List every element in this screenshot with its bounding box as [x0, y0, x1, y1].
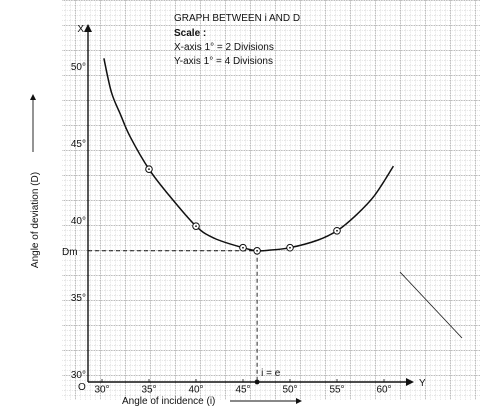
- data-point: [286, 243, 294, 252]
- origin-label: O: [78, 382, 86, 393]
- x-tick-label: 55°: [329, 384, 344, 395]
- data-point-center: [336, 229, 338, 232]
- data-point-center: [148, 168, 150, 171]
- x-axis-title-arrow-head: [296, 398, 302, 404]
- data-point: [333, 226, 341, 235]
- data-point-center: [256, 249, 258, 252]
- y-axis-letter: X: [77, 24, 84, 35]
- x-tick-label: 30°: [94, 384, 109, 395]
- data-point-center: [195, 225, 197, 228]
- graph-paper: [62, 0, 480, 400]
- minimum-foot-dot: [254, 379, 260, 385]
- minimum-guides: Dm i = e: [62, 247, 281, 385]
- y-tick-label: 35°: [71, 293, 86, 304]
- edge-mark: [399, 271, 463, 339]
- x-axis-arrow: [406, 378, 414, 386]
- y-axis-title: Angle of deviation (D): [30, 172, 41, 268]
- y-axis-arrow: [84, 24, 92, 32]
- axes: [84, 24, 414, 386]
- data-point: [253, 247, 261, 255]
- y-tick-label: 50°: [71, 62, 86, 73]
- scale-heading: Scale :: [174, 28, 206, 39]
- title-block: GRAPH BETWEEN i AND D Scale : X-axis 1° …: [174, 13, 300, 67]
- dm-label: Dm: [62, 247, 78, 258]
- data-point: [239, 243, 247, 252]
- y-tick-label: 40°: [71, 216, 86, 227]
- x-axis-title: Angle of incidence (i): [122, 396, 215, 407]
- x-tick-label: 40°: [188, 384, 203, 395]
- data-point: [145, 165, 153, 173]
- x-axis-letter: Y: [419, 378, 426, 389]
- y-axis-title-arrow-head: [30, 94, 36, 100]
- y-tick-label: 30°: [71, 370, 86, 381]
- x-tick-label: 45°: [235, 384, 250, 395]
- scale-x-line: X-axis 1° = 2 Divisions: [174, 42, 274, 53]
- series: [103, 58, 395, 255]
- i-equals-e-label: i = e: [261, 368, 281, 379]
- data-point: [192, 222, 200, 230]
- data-point-center: [289, 246, 291, 249]
- axis-labels: O Y X Angle of incidence (i) Angle of deviat…: [30, 24, 426, 407]
- x-tick-label: 35°: [141, 384, 156, 395]
- tick-labels: 30° 35° 40° 45° 50° 55° 60° 30° 35° 40° 45° 50°: [71, 62, 392, 395]
- data-point-center: [242, 246, 244, 249]
- x-tick-label: 60°: [376, 384, 391, 395]
- chart-title: GRAPH BETWEEN i AND D: [174, 13, 300, 24]
- y-tick-label: 45°: [71, 139, 86, 150]
- scale-y-line: Y-axis 1° = 4 Divisions: [174, 56, 273, 67]
- x-tick-label: 50°: [282, 384, 297, 395]
